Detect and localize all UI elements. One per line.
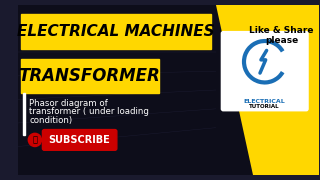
Text: condition): condition) <box>29 116 72 125</box>
Text: ELECTRICAL MACHINES: ELECTRICAL MACHINES <box>17 24 215 39</box>
Text: transformer ( under loading: transformer ( under loading <box>29 107 149 116</box>
Circle shape <box>28 133 42 147</box>
Text: SUBSCRIBE: SUBSCRIBE <box>48 135 110 145</box>
Text: 🔔: 🔔 <box>32 135 37 144</box>
Text: Phasor diagram of: Phasor diagram of <box>29 99 108 108</box>
FancyBboxPatch shape <box>21 14 211 49</box>
Circle shape <box>244 41 285 82</box>
Bar <box>23 93 25 135</box>
FancyBboxPatch shape <box>43 130 117 150</box>
FancyBboxPatch shape <box>221 32 308 111</box>
FancyBboxPatch shape <box>21 59 159 93</box>
Text: Like & Share
please: Like & Share please <box>249 26 314 45</box>
Polygon shape <box>216 5 319 175</box>
Text: TUTORIAL: TUTORIAL <box>249 103 280 109</box>
Text: ELECTRICAL: ELECTRICAL <box>244 99 285 104</box>
Text: TRANSFORMER: TRANSFORMER <box>19 67 160 85</box>
